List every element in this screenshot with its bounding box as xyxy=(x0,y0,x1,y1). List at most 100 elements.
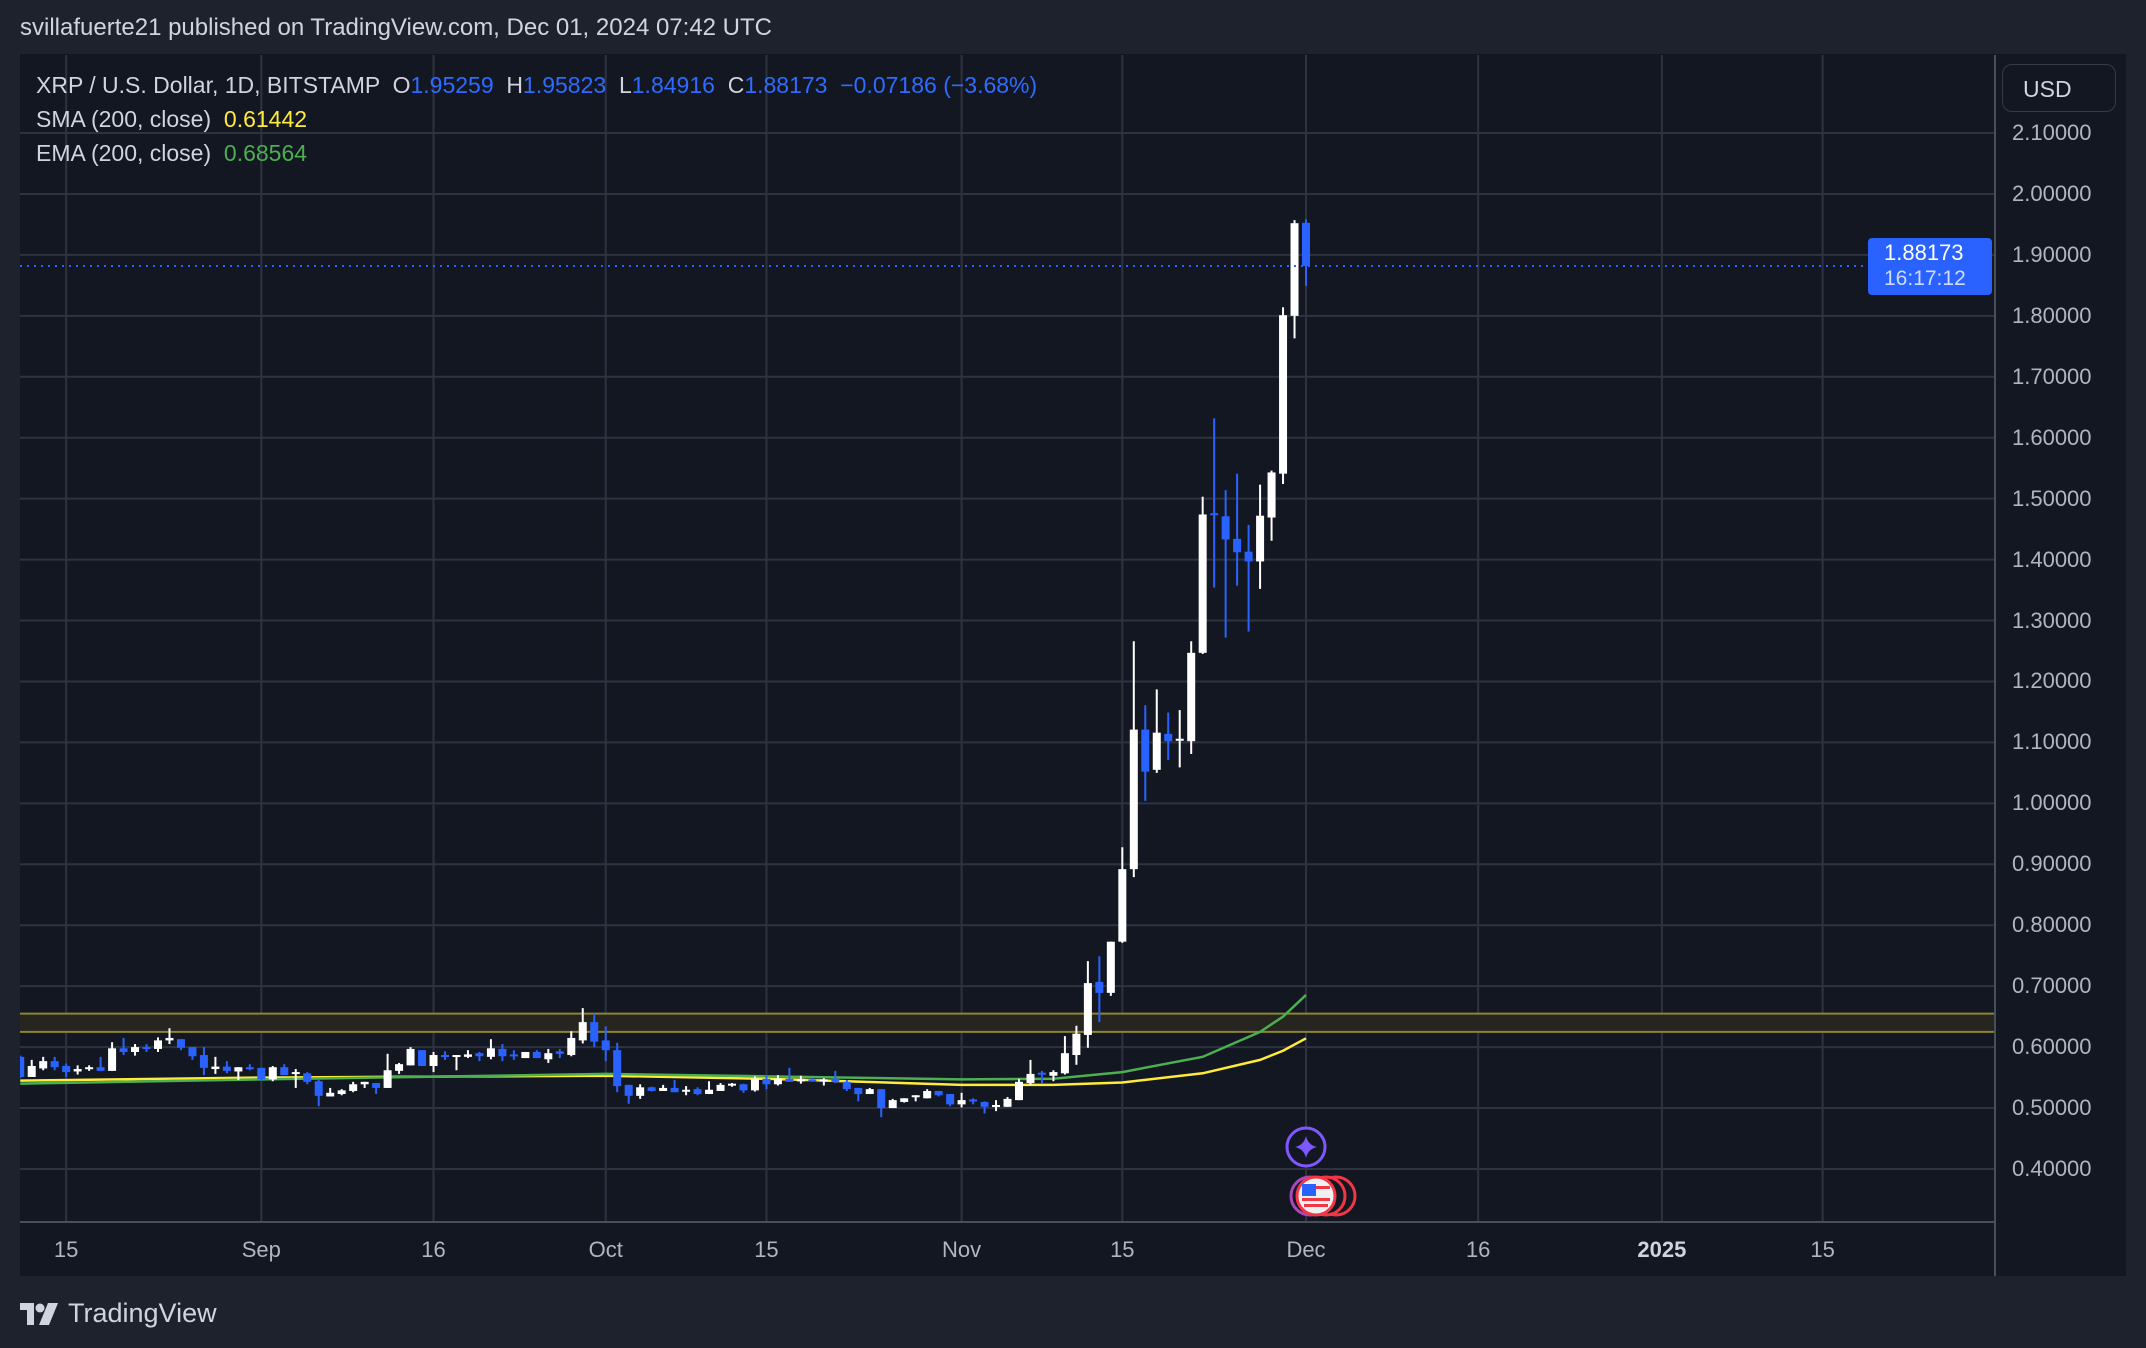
candle-down xyxy=(119,1037,128,1056)
candle-body xyxy=(601,1040,610,1051)
candle-up xyxy=(773,1075,782,1086)
ema-value: 0.68564 xyxy=(223,140,308,166)
candle-down xyxy=(854,1087,863,1102)
candle-up xyxy=(521,1051,530,1059)
candle-body xyxy=(62,1065,71,1073)
candle-body xyxy=(762,1078,771,1085)
candle-body xyxy=(555,1051,564,1054)
change-value: −0.07186 (−3.68%) xyxy=(840,72,1038,98)
price-tick-label: 1.10000 xyxy=(2012,729,2092,755)
candle-body xyxy=(222,1066,231,1071)
candle-up xyxy=(923,1089,932,1099)
candle-up xyxy=(486,1039,495,1060)
candle-body xyxy=(50,1061,59,1068)
candle-body xyxy=(578,1022,587,1041)
price-tick-label: 1.30000 xyxy=(2012,607,2092,633)
time-tick-label: 16 xyxy=(1465,1237,1491,1262)
candle-body xyxy=(865,1089,874,1095)
chart-panel[interactable] xyxy=(20,54,2126,1276)
candle-body xyxy=(957,1100,966,1105)
candle-body xyxy=(498,1048,507,1057)
candle-up xyxy=(957,1092,966,1108)
price-tick-label: 0.40000 xyxy=(2012,1155,2092,1181)
candle-body xyxy=(842,1081,851,1090)
candle-down xyxy=(1221,490,1230,638)
tradingview-logo[interactable]: TradingView xyxy=(20,1298,217,1329)
time-tick-label: 2025 xyxy=(1637,1237,1687,1262)
candle-up xyxy=(1015,1078,1023,1101)
bar-countdown: 16:17:12 xyxy=(1884,267,1966,290)
candle-body xyxy=(1221,516,1230,540)
candle-body xyxy=(1175,738,1184,741)
price-tick-label: 0.60000 xyxy=(2012,1034,2092,1060)
candle-down xyxy=(624,1084,633,1104)
event-star-icon[interactable] xyxy=(1285,1126,1327,1168)
candle-up xyxy=(705,1081,714,1095)
candle-body xyxy=(234,1067,243,1072)
candle-body xyxy=(567,1037,576,1056)
candle-up xyxy=(900,1098,909,1103)
economic-event-flag-icon[interactable] xyxy=(1289,1175,1357,1217)
candle-body xyxy=(1141,729,1150,772)
candle-up xyxy=(1279,307,1288,485)
candle-body xyxy=(946,1094,955,1105)
events-markers[interactable] xyxy=(1285,1126,1357,1217)
candle-down xyxy=(245,1064,254,1071)
candle-up xyxy=(992,1100,1001,1112)
price-tick-label: 1.80000 xyxy=(2012,302,2092,328)
candle-up xyxy=(865,1087,874,1095)
candle-body xyxy=(1302,222,1310,267)
candle-down xyxy=(188,1047,197,1060)
candle-down xyxy=(934,1090,943,1097)
candle-body xyxy=(659,1087,668,1091)
candle-up xyxy=(234,1067,243,1081)
ema-label: EMA (200, close) xyxy=(36,140,212,166)
candle-down xyxy=(762,1075,771,1090)
candle-body xyxy=(486,1048,495,1057)
candle-up xyxy=(73,1065,82,1075)
candles xyxy=(20,219,1310,1118)
candle-body xyxy=(1233,538,1242,553)
price-tick-label: 2.10000 xyxy=(2012,120,2092,145)
symbol-title[interactable]: XRP / U.S. Dollar, 1D, BITSTAMP xyxy=(36,72,380,98)
candle-up xyxy=(131,1044,140,1056)
candle-body xyxy=(131,1047,140,1052)
candle-body xyxy=(888,1100,897,1109)
candle-up xyxy=(1118,847,1127,943)
price-tick-label: 0.80000 xyxy=(2012,912,2092,938)
candle-body xyxy=(85,1067,94,1070)
candle-body xyxy=(463,1054,472,1057)
candle-down xyxy=(1233,473,1242,586)
candle-down xyxy=(475,1051,484,1062)
candle-body xyxy=(154,1040,162,1049)
candle-up xyxy=(1072,1025,1081,1065)
price-tick-label: 1.20000 xyxy=(2012,668,2092,694)
candle-down xyxy=(877,1089,886,1118)
sma-value: 0.61442 xyxy=(223,106,308,132)
candle-body xyxy=(406,1048,415,1066)
candle-up xyxy=(1129,641,1138,878)
price-tick-label: 1.40000 xyxy=(2012,546,2092,572)
candle-down xyxy=(946,1094,955,1107)
currency-button[interactable]: USD xyxy=(2002,64,2116,112)
candle-up xyxy=(1256,484,1265,589)
candle-body xyxy=(923,1090,932,1099)
candle-up xyxy=(39,1056,48,1071)
candle-body xyxy=(176,1039,185,1048)
legend-ema[interactable]: EMA (200, close) 0.68564 xyxy=(36,140,307,167)
candle-down xyxy=(222,1061,231,1074)
candle-body xyxy=(1187,652,1196,742)
candle-up xyxy=(578,1008,587,1044)
candle-body xyxy=(705,1089,714,1095)
candle-body xyxy=(693,1089,702,1095)
candle-body xyxy=(613,1050,622,1087)
candle-body xyxy=(429,1055,438,1066)
legend-sma[interactable]: SMA (200, close) 0.61442 xyxy=(36,106,307,133)
moving-averages xyxy=(20,994,1307,1087)
candle-body xyxy=(418,1050,427,1066)
price-tick-label: 2.00000 xyxy=(2012,180,2092,206)
candle-up xyxy=(291,1069,300,1088)
candle-body xyxy=(682,1089,691,1092)
candle-body xyxy=(750,1078,759,1091)
